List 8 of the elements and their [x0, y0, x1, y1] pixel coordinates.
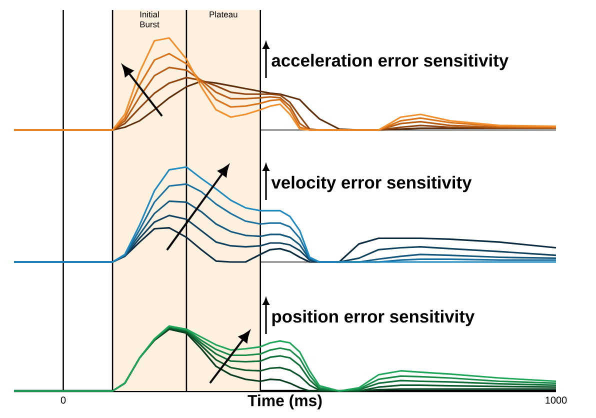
x-tick-label: 0	[60, 396, 66, 404]
annotation: position error sensitivity	[272, 310, 475, 326]
band-label: Initial Burst	[140, 11, 160, 28]
band-label: Plateau	[210, 11, 238, 18]
annotation: acceleration error sensitivity	[272, 54, 509, 70]
x-axis-title: Time (ms)	[248, 394, 322, 410]
x-tick-label: 1000	[546, 396, 567, 404]
annotation: velocity error sensitivity	[271, 176, 472, 192]
